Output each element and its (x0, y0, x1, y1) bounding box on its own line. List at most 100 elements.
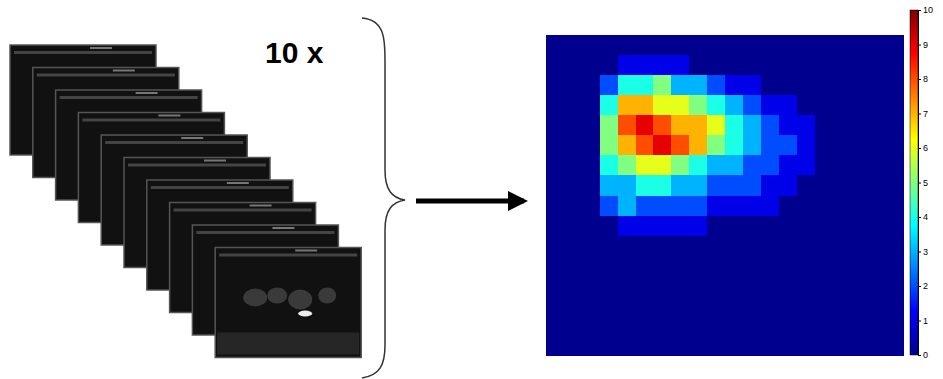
frame-object (243, 289, 267, 307)
frame-bar (60, 96, 198, 99)
heatmap-cell (653, 35, 671, 56)
heatmap-cell (832, 135, 850, 156)
heatmap-cell (600, 196, 618, 217)
heatmap-cell (653, 75, 671, 96)
heatmap-cell (832, 155, 850, 176)
heatmap-cell (546, 115, 564, 136)
heatmap-cell (815, 256, 833, 277)
heatmap-cell (886, 236, 904, 257)
color-bar-tick-label: 1 (923, 316, 928, 326)
color-bar-tick-mark (918, 10, 921, 11)
heatmap-cell (868, 216, 886, 237)
color-bar-tick-label: 6 (923, 143, 928, 153)
heatmap-cell (618, 155, 636, 176)
heatmap-cell (653, 236, 671, 257)
frame-label-strip (113, 70, 135, 72)
heatmap-cell (761, 95, 779, 116)
frame-bar (196, 231, 334, 234)
frame-label-strip (181, 137, 203, 139)
heatmap-cell (546, 75, 564, 96)
heatmap-cell (725, 115, 743, 136)
heatmap-cell (707, 75, 725, 96)
color-bar-tick-mark (918, 183, 921, 184)
heatmap-cell (850, 296, 868, 317)
heatmap-cell (636, 175, 654, 196)
heatmap-cell (797, 196, 815, 217)
heatmap-cell (868, 135, 886, 156)
heatmap-cell (886, 316, 904, 337)
heatmap-cell (797, 336, 815, 356)
heatmap-cell (850, 256, 868, 277)
heatmap-cell (689, 316, 707, 337)
heatmap-cell (546, 256, 564, 277)
heatmap-cell (564, 155, 582, 176)
heatmap-cell (546, 175, 564, 196)
heatmap-cell (707, 135, 725, 156)
heatmap-cell (582, 55, 600, 76)
heatmap-cell (725, 256, 743, 277)
frame-label-strip (272, 227, 294, 229)
heatmap-cell (815, 236, 833, 257)
color-bar-tick-mark (918, 321, 921, 322)
heatmap-cell (779, 276, 797, 297)
heatmap-cell (689, 155, 707, 176)
heatmap-cell (725, 236, 743, 257)
heatmap-cell (636, 216, 654, 237)
heatmap-cell (743, 296, 761, 317)
heatmap-cell (832, 236, 850, 257)
heatmap-cell (653, 276, 671, 297)
heatmap-cell (707, 296, 725, 317)
heatmap-cell (797, 236, 815, 257)
heatmap-cell (886, 155, 904, 176)
heatmap-cell (689, 256, 707, 277)
heatmap-cell (815, 196, 833, 217)
frame-box (215, 248, 361, 358)
heatmap-cell (850, 316, 868, 337)
heatmap-cell (636, 336, 654, 356)
color-bar-tick-label: 10 (923, 5, 933, 15)
heatmap-cell (707, 316, 725, 337)
heatmap-cell (600, 155, 618, 176)
heatmap-cell (618, 236, 636, 257)
heatmap-cell (653, 175, 671, 196)
heatmap-cell (707, 55, 725, 76)
color-bar-tick-label: 8 (923, 74, 928, 84)
color-bar-tick-mark (918, 45, 921, 46)
heatmap-cell (815, 135, 833, 156)
heatmap-cell (582, 236, 600, 257)
heatmap-cell (815, 95, 833, 116)
heatmap-cell (636, 75, 654, 96)
heatmap-cell (761, 296, 779, 317)
frame-object (267, 288, 287, 304)
heatmap-cell (671, 256, 689, 277)
heatmap-cell (725, 75, 743, 96)
heatmap-cell (868, 115, 886, 136)
color-bar-tick: 0 (918, 350, 928, 360)
heatmap-cell (707, 35, 725, 56)
heatmap-cell (743, 75, 761, 96)
heatmap-cell (600, 75, 618, 96)
heatmap-cell (886, 336, 904, 356)
heatmap-cell (886, 135, 904, 156)
heatmap-cell (707, 276, 725, 297)
heatmap-cell (582, 196, 600, 217)
heatmap-cell (886, 256, 904, 277)
heatmap-cell (707, 155, 725, 176)
heatmap-cell (797, 135, 815, 156)
heatmap-cell (815, 115, 833, 136)
heatmap-cell (653, 135, 671, 156)
heatmap-cell (779, 35, 797, 56)
heatmap-cell (546, 95, 564, 116)
heatmap-cell (850, 196, 868, 217)
heatmap-cell (564, 316, 582, 337)
frame-object (288, 290, 312, 310)
heatmap-cell (797, 55, 815, 76)
color-bar (910, 10, 918, 355)
heatmap-cell (564, 75, 582, 96)
frame-label-strip (295, 250, 317, 252)
heatmap-cell (689, 336, 707, 356)
heatmap-cell (636, 316, 654, 337)
heatmap-cell (707, 216, 725, 237)
heatmap-cell (618, 175, 636, 196)
color-bar-tick-mark (918, 355, 921, 356)
